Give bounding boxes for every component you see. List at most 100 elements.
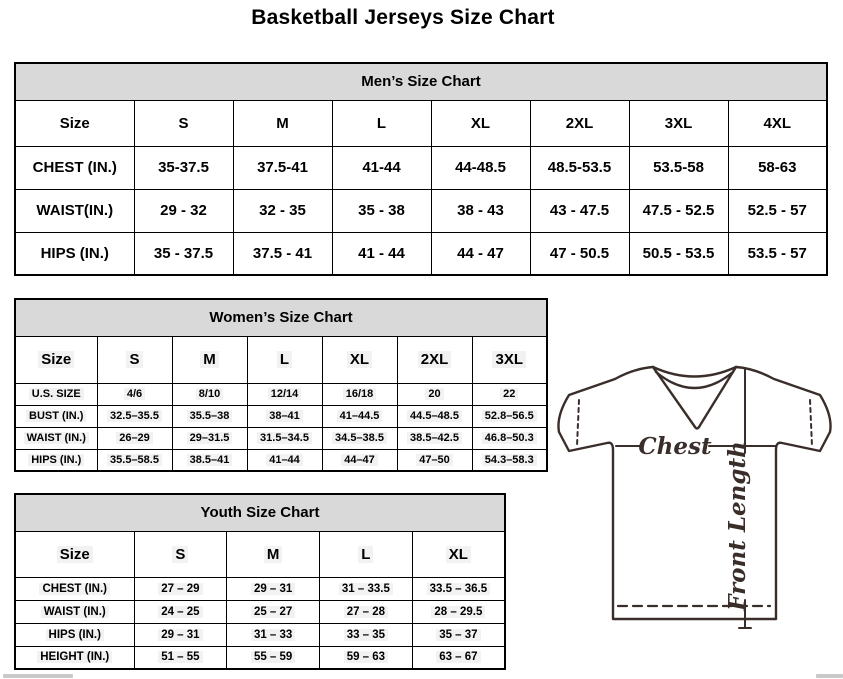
table-cell: 29 - 32 (133, 188, 234, 233)
cell-text: 29 – 31 (250, 582, 296, 595)
table-row: U.S. SIZE 4/6 8/10 12/14 16/18 20 22 (14, 382, 548, 406)
column-header: 4XL (727, 99, 828, 147)
cell-text: 41–44.5 (336, 410, 383, 422)
cell-text: L (276, 351, 293, 368)
table-cell: 35.5–38 (171, 404, 248, 428)
column-header-row: Size S M L XL 2XL 3XL 4XL (14, 99, 828, 147)
table-row: CHEST (IN.) 35-37.5 37.5-41 41-44 44-48.5 48.… (14, 145, 828, 190)
cell-text: S (126, 351, 143, 368)
column-header: Size (14, 99, 135, 147)
table-row: BUST (IN.) 32.5–35.5 35.5–38 38–41 41–44.5 44… (14, 404, 548, 428)
cell-text: Size (38, 351, 75, 368)
cell-text: 41–44 (266, 453, 303, 466)
table-cell: 27 – 29 (133, 576, 228, 601)
table-cell: 54.3–58.3 (471, 448, 548, 472)
column-header: L (319, 530, 413, 578)
row-label: WAIST (IN.) (14, 426, 98, 450)
jersey-measurement-diagram: Chest Front Length (556, 358, 843, 670)
cell-text: 27 – 28 (343, 605, 389, 618)
cell-text: HEIGHT (IN.) (37, 651, 113, 664)
table-cell: 37.5-41 (232, 145, 333, 190)
table-cell: 63 – 67 (411, 645, 506, 670)
table-row: HEIGHT (IN.) 51 – 55 55 – 59 59 – 63 63 – 67 (14, 645, 506, 670)
table-cell: 51 – 55 (133, 645, 228, 670)
chest-label: Chest (638, 433, 712, 460)
column-header: XL (411, 530, 506, 578)
column-header-row: Size S M L XL (14, 530, 506, 578)
table-row: HIPS (IN.) 35 - 37.5 37.5 - 41 41 - 44 44 - … (14, 231, 828, 276)
cell-text: 55 – 59 (250, 651, 296, 664)
cell-text: WAIST (IN.) (40, 605, 109, 618)
front-length-label: Front Length (724, 441, 751, 612)
table-cell: 4/6 (96, 382, 173, 406)
cell-text: BUST (IN.) (26, 410, 87, 422)
table-cell: 26–29 (96, 426, 173, 450)
right-sleeve-dashed-line (809, 399, 813, 447)
table-cell: 44.5–48.5 (396, 404, 473, 428)
table-cell: 58-63 (727, 145, 828, 190)
cell-text: 33 – 35 (343, 628, 389, 641)
table-cell: 38.5–41 (171, 448, 248, 472)
cell-text: 52.8–56.5 (481, 410, 537, 422)
cell-text: S (172, 545, 189, 563)
cell-text: 35.5–38 (186, 410, 233, 422)
table-cell: 41–44.5 (321, 404, 398, 428)
table-cell: 12/14 (246, 382, 323, 406)
table-cell: 33.5 – 36.5 (411, 576, 506, 601)
vneck-point (693, 425, 701, 430)
cell-text: 44.5–48.5 (407, 410, 462, 422)
table-cell: 37.5 - 41 (232, 231, 333, 276)
column-header-row: Size S M L XL 2XL 3XL (14, 335, 548, 384)
table-cell: 53.5-58 (628, 145, 729, 190)
table-title: Women’s Size Chart (14, 298, 548, 337)
table-title: Youth Size Chart (14, 493, 506, 532)
column-header: XL (321, 335, 398, 384)
cell-text: 29 – 31 (158, 628, 203, 641)
table-cell: 8/10 (171, 382, 248, 406)
table-cell: 33 – 35 (319, 622, 413, 647)
column-header: 3XL (471, 335, 548, 384)
column-header: 2XL (396, 335, 473, 384)
cell-text: XL (346, 351, 373, 368)
column-header: Size (14, 335, 98, 384)
table-cell: 32.5–35.5 (96, 404, 173, 428)
table-title-row: Men’s Size Chart (14, 62, 828, 101)
cell-text: 28 – 29.5 (431, 605, 486, 618)
cell-text: 51 – 55 (158, 651, 203, 664)
cell-text: 4/6 (123, 388, 146, 400)
table-cell: 47.5 - 52.5 (628, 188, 729, 233)
cell-text: 31.5–34.5 (257, 432, 312, 444)
table-row: WAIST (IN.) 24 – 25 25 – 27 27 – 28 28 – 29.… (14, 599, 506, 624)
horizontal-scrollbar-thumb-right[interactable] (816, 674, 843, 678)
mens-size-table: Men’s Size Chart Size S M L XL 2XL 3XL 4XL CHEST … (14, 62, 828, 276)
table-cell: 43 - 47.5 (529, 188, 630, 233)
horizontal-scrollbar-thumb-left[interactable] (3, 674, 73, 678)
cell-text: 47–50 (416, 453, 453, 466)
cell-text: 38–41 (266, 410, 303, 422)
row-label: HIPS (IN.) (14, 622, 135, 647)
cell-text: 25 – 27 (250, 605, 296, 618)
table-cell: 35.5–58.5 (96, 448, 173, 472)
column-header: L (331, 99, 432, 147)
cell-text: 8/10 (195, 388, 224, 400)
table-cell: 29 – 31 (133, 622, 228, 647)
table-cell: 41–44 (246, 448, 323, 472)
cell-text: 63 – 67 (436, 651, 481, 664)
cell-text: 29–31.5 (186, 432, 233, 444)
cell-text: Size (56, 545, 93, 563)
table-cell: 46.8–50.3 (471, 426, 548, 450)
cell-text: 22 (500, 388, 519, 400)
table-title-row: Women’s Size Chart (14, 298, 548, 337)
youth-size-table: Youth Size Chart Size S M L XL CHEST (IN.) 27 –… (14, 493, 506, 670)
cell-text: 2XL (417, 351, 452, 368)
cell-text: 3XL (492, 351, 526, 368)
cell-text: 35 – 37 (436, 628, 481, 641)
table-row: WAIST(IN.) 29 - 32 32 - 35 35 - 38 38 - 43 43… (14, 188, 828, 233)
cell-text: 59 – 63 (343, 651, 389, 664)
table-cell: 38.5–42.5 (396, 426, 473, 450)
table-cell: 31 – 33 (226, 622, 320, 647)
table-cell: 20 (396, 382, 473, 406)
cell-text: HIPS (IN.) (45, 628, 104, 641)
table-cell: 29–31.5 (171, 426, 248, 450)
table-cell: 59 – 63 (319, 645, 413, 670)
